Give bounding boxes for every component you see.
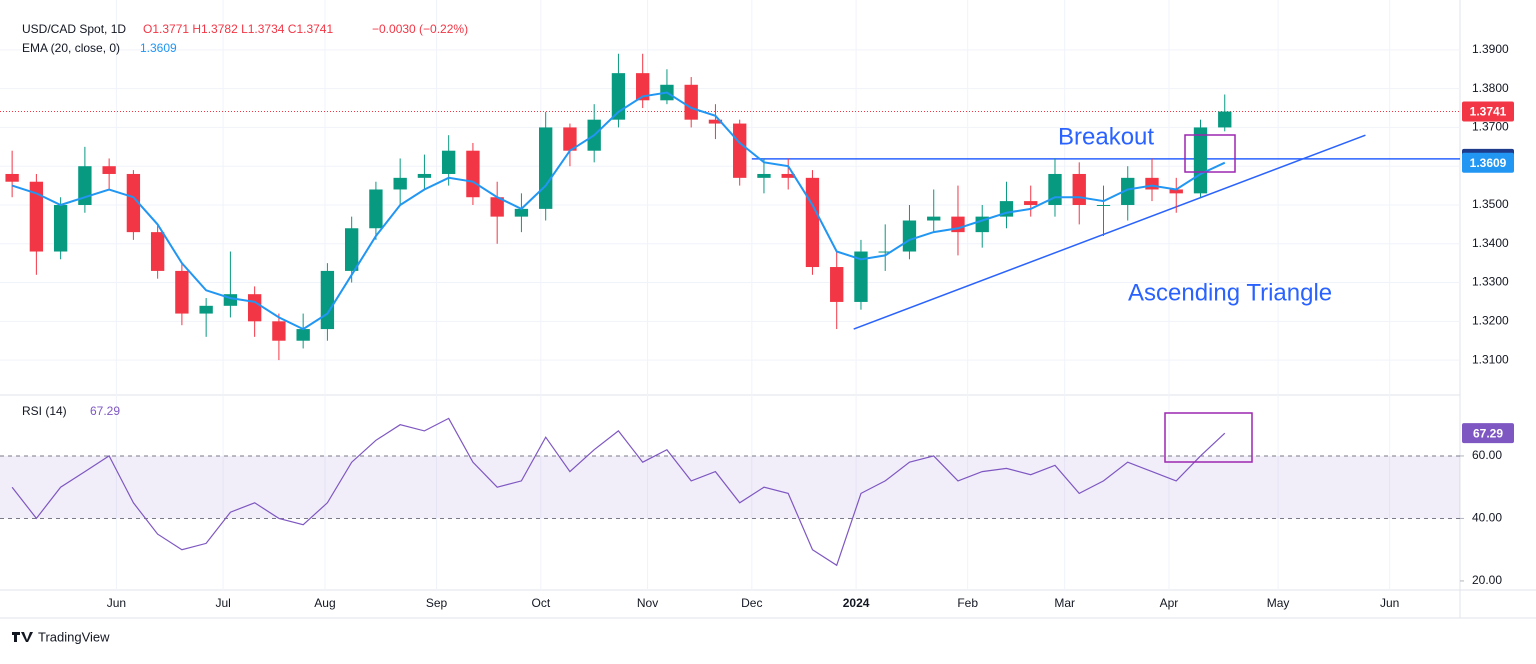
candle-body [369,189,383,229]
x-tick-label: Nov [637,596,658,610]
x-tick-label: Dec [741,596,762,610]
candle-body [805,177,820,268]
last-price-label: 1.3741 [1470,105,1507,119]
x-tick-label: Feb [957,596,978,610]
footer: TradingView [38,629,110,644]
candle-body [1096,204,1111,206]
candle-body [733,123,747,178]
x-tick-label: Jun [107,596,126,610]
x-tick-label: May [1267,596,1290,610]
change: −0.0030 (−0.22%) [372,22,468,36]
x-tick-label: 2024 [843,596,870,610]
y-tick-label: 1.3700 [1472,120,1509,134]
candle-body [636,73,650,101]
candle-body [1024,201,1038,205]
candle-body [684,84,698,120]
candle-body [29,181,44,252]
y-tick-label: 1.3300 [1472,275,1509,289]
candle-body [1169,189,1183,194]
candle-body [1121,177,1135,205]
candle-body [223,294,238,306]
breakout-box [1184,134,1236,173]
annotation: Breakout [1058,123,1154,150]
candle-body [854,251,868,302]
candle-body [1218,111,1232,128]
plot: Jun Jul Aug Sep Oct Nov Dec 2024 Feb Mar Apr May Jun… [0,0,1514,610]
x-tick-label: Aug [314,596,335,610]
candle-body [1193,127,1208,194]
candle-body [611,73,626,120]
candle-body [175,270,189,314]
candle-body [757,173,771,178]
candle-body [466,150,480,198]
ema-legend-value: 1.3609 [140,41,177,55]
rsi-value-label: 67.29 [1473,426,1503,440]
y-tick-label: 1.3900 [1472,42,1509,56]
candle-body [1072,173,1086,205]
y-tick-label: 40.00 [1472,511,1502,525]
candle-body [272,321,286,341]
x-tick-label: Apr [1160,596,1179,610]
candle-body [53,204,68,252]
ema-line [11,91,1226,331]
ohlc: O1.3771 H1.3782 L1.3734 C1.3741 [143,22,333,36]
candle-body [126,173,141,233]
rsi-legend: RSI (14) [22,404,67,418]
candle-body [781,173,795,178]
y-tick-label: 1.3800 [1472,81,1509,95]
ema-legend: EMA (20, close, 0) [22,41,120,55]
y-tick-label: 20.00 [1472,573,1502,587]
ema-label-box [1462,152,1514,173]
candle-body [102,166,116,174]
candle-body [975,216,989,233]
logo [12,632,33,642]
y-tick-label: 1.3400 [1472,236,1509,250]
candle-body [902,220,917,252]
x-tick-label: Oct [531,596,550,610]
candle-body [344,228,359,271]
y-tick-label: 1.3500 [1472,197,1509,211]
candle-body [927,216,941,221]
candle-body [150,232,165,271]
candle-body [199,305,213,314]
candle-body [393,177,407,190]
candle-body [878,251,892,253]
candle-body [320,270,335,330]
candle-body [442,150,456,174]
annotation: Ascending Triangle [1128,279,1332,306]
candle-body [1145,177,1159,190]
rsi-band [0,455,1460,519]
candle-body [490,197,504,217]
trend-line [853,134,1366,330]
symbol: USD/CAD Spot, 1D [22,22,126,36]
candle-body [563,127,577,151]
x-tick-label: Jun [1380,596,1399,610]
rsi-legend-value: 67.29 [90,404,120,418]
candle-body [708,119,723,124]
x-tick-label: Sep [426,596,448,610]
x-tick-label: Jul [215,596,230,610]
candle-body [539,127,553,209]
last-price-label-box [1462,101,1514,122]
rsi-box [1164,412,1253,463]
y-tick-label: 60.00 [1472,448,1502,462]
candle-body [514,208,529,217]
candle-body [5,173,19,182]
candle-body [830,267,844,302]
y-tick-label: 1.3100 [1472,352,1509,366]
y-tick-label: 1.3200 [1472,313,1509,327]
rsi-line [11,417,1226,567]
x-tick-label: Mar [1054,596,1075,610]
candle-body [247,294,262,322]
ema-label: 1.3609 [1470,156,1507,170]
candle-body [296,329,310,341]
rsi-value-label-box [1462,423,1514,444]
candle-body [417,173,432,178]
